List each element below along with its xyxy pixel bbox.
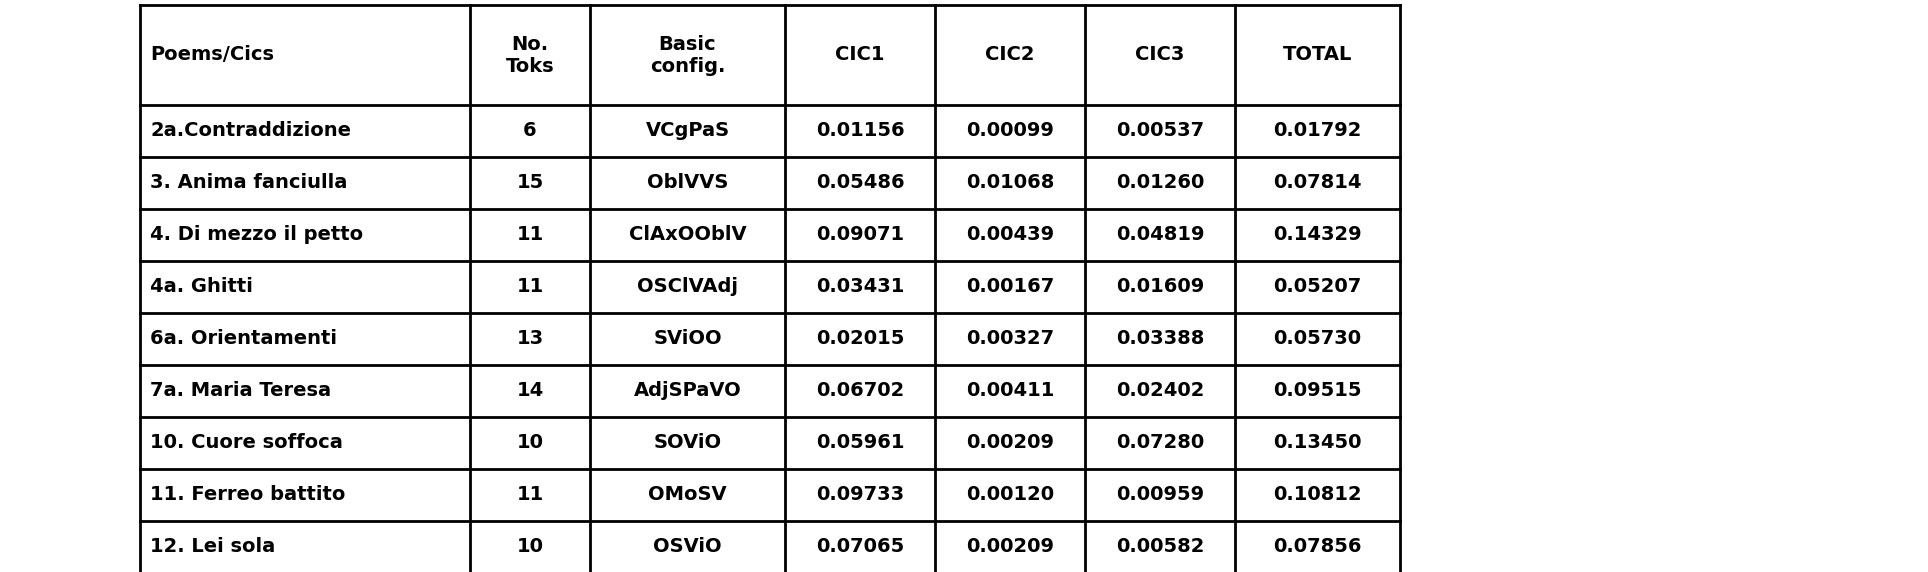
Text: CIC1: CIC1 [835, 46, 885, 65]
Text: 0.07065: 0.07065 [816, 538, 904, 557]
Text: 0.00537: 0.00537 [1116, 121, 1205, 141]
Text: 0.01068: 0.01068 [966, 173, 1055, 193]
Text: Basic
config.: Basic config. [650, 34, 725, 76]
Text: CIC2: CIC2 [985, 46, 1035, 65]
Text: 0.02015: 0.02015 [816, 329, 904, 348]
Text: 0.05207: 0.05207 [1272, 277, 1361, 296]
Text: 0.00099: 0.00099 [966, 121, 1055, 141]
Text: 0.09071: 0.09071 [816, 225, 904, 244]
Text: No.
Toks: No. Toks [505, 34, 555, 76]
Text: 0.04819: 0.04819 [1116, 225, 1205, 244]
Text: 4. Di mezzo il petto: 4. Di mezzo il petto [150, 225, 362, 244]
Text: 6a. Orientamenti: 6a. Orientamenti [150, 329, 337, 348]
Text: 0.09733: 0.09733 [816, 486, 904, 505]
Text: TOTAL: TOTAL [1282, 46, 1352, 65]
Text: 0.10812: 0.10812 [1272, 486, 1361, 505]
Text: 10: 10 [517, 538, 544, 557]
Text: CIC3: CIC3 [1136, 46, 1184, 65]
Text: 0.03388: 0.03388 [1116, 329, 1205, 348]
Text: AdjSPaVO: AdjSPaVO [634, 382, 742, 400]
Text: 0.01609: 0.01609 [1116, 277, 1205, 296]
Text: 4a. Ghitti: 4a. Ghitti [150, 277, 253, 296]
Text: 15: 15 [517, 173, 544, 193]
Text: 13: 13 [517, 329, 544, 348]
Text: 0.09515: 0.09515 [1272, 382, 1361, 400]
Text: SViOO: SViOO [654, 329, 721, 348]
Text: OSViO: OSViO [654, 538, 721, 557]
Text: 0.03431: 0.03431 [816, 277, 904, 296]
Text: 0.00327: 0.00327 [966, 329, 1055, 348]
Text: Poems/Cics: Poems/Cics [150, 46, 274, 65]
Text: 0.00582: 0.00582 [1116, 538, 1205, 557]
Text: 0.01792: 0.01792 [1272, 121, 1361, 141]
Text: OMoSV: OMoSV [648, 486, 727, 505]
Text: 11: 11 [517, 225, 544, 244]
Text: 0.00439: 0.00439 [966, 225, 1055, 244]
Text: 0.07814: 0.07814 [1272, 173, 1361, 193]
Text: 0.05730: 0.05730 [1272, 329, 1361, 348]
Text: 0.07856: 0.07856 [1272, 538, 1361, 557]
Text: 0.07280: 0.07280 [1116, 434, 1205, 452]
Text: 6: 6 [522, 121, 536, 141]
Text: 11: 11 [517, 277, 544, 296]
Text: 0.05961: 0.05961 [816, 434, 904, 452]
Text: 0.00167: 0.00167 [966, 277, 1055, 296]
Text: 11. Ferreo battito: 11. Ferreo battito [150, 486, 345, 505]
Text: OblVVS: OblVVS [646, 173, 729, 193]
Text: 0.00209: 0.00209 [966, 434, 1055, 452]
Text: 7a. Maria Teresa: 7a. Maria Teresa [150, 382, 332, 400]
Text: 14: 14 [517, 382, 544, 400]
Text: ClAxOOblV: ClAxOOblV [629, 225, 746, 244]
Text: 2a.Contraddizione: 2a.Contraddizione [150, 121, 351, 141]
Text: 0.14329: 0.14329 [1272, 225, 1361, 244]
Text: 3. Anima fanciulla: 3. Anima fanciulla [150, 173, 347, 193]
Text: 0.00411: 0.00411 [966, 382, 1055, 400]
Text: 12. Lei sola: 12. Lei sola [150, 538, 276, 557]
Text: 0.02402: 0.02402 [1116, 382, 1205, 400]
Text: SOViO: SOViO [654, 434, 721, 452]
Text: 0.00959: 0.00959 [1116, 486, 1205, 505]
Text: 11: 11 [517, 486, 544, 505]
Text: 0.06702: 0.06702 [816, 382, 904, 400]
Text: 0.01260: 0.01260 [1116, 173, 1205, 193]
Text: 10. Cuore soffoca: 10. Cuore soffoca [150, 434, 343, 452]
Text: 0.00209: 0.00209 [966, 538, 1055, 557]
Text: 0.05486: 0.05486 [816, 173, 904, 193]
Text: OSClVAdj: OSClVAdj [636, 277, 738, 296]
Text: VCgPaS: VCgPaS [646, 121, 729, 141]
Text: 0.00120: 0.00120 [966, 486, 1055, 505]
Text: 10: 10 [517, 434, 544, 452]
Text: 0.13450: 0.13450 [1272, 434, 1361, 452]
Text: 0.01156: 0.01156 [816, 121, 904, 141]
